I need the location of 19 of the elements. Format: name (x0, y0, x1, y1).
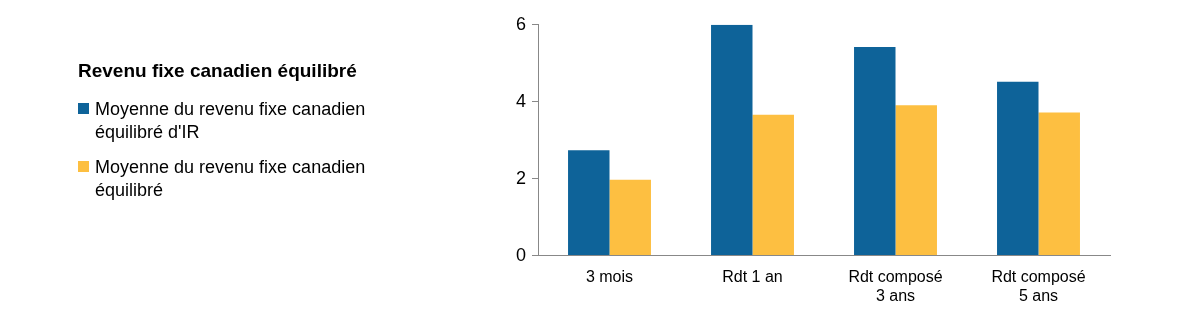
bar (1038, 112, 1080, 256)
y-tick-label: 2 (516, 167, 527, 188)
bar (568, 150, 610, 256)
bar (752, 114, 794, 256)
y-tick-label: 4 (516, 90, 527, 111)
bar (711, 24, 753, 256)
y-tick-label: 0 (516, 244, 527, 265)
x-tick-label: Rdt 1 an (722, 267, 783, 285)
x-tick-label: Rdt composé 3 ans (848, 267, 943, 304)
text: Revenu fixe canadien équilibré (78, 60, 358, 82)
bar (854, 47, 896, 256)
x-tick-label: Rdt composé 5 ans (991, 267, 1086, 304)
y-tick-label: 6 (516, 13, 527, 34)
bar (997, 81, 1039, 256)
legend-label: Moyenne du revenu fixe canadien équilibré (95, 156, 367, 202)
legend-label: Moyenne du revenu fixe canadien équilibré d'IR (95, 98, 367, 144)
bar (895, 105, 937, 256)
bar (609, 179, 651, 256)
x-tick-label: 3 mois (585, 267, 634, 285)
